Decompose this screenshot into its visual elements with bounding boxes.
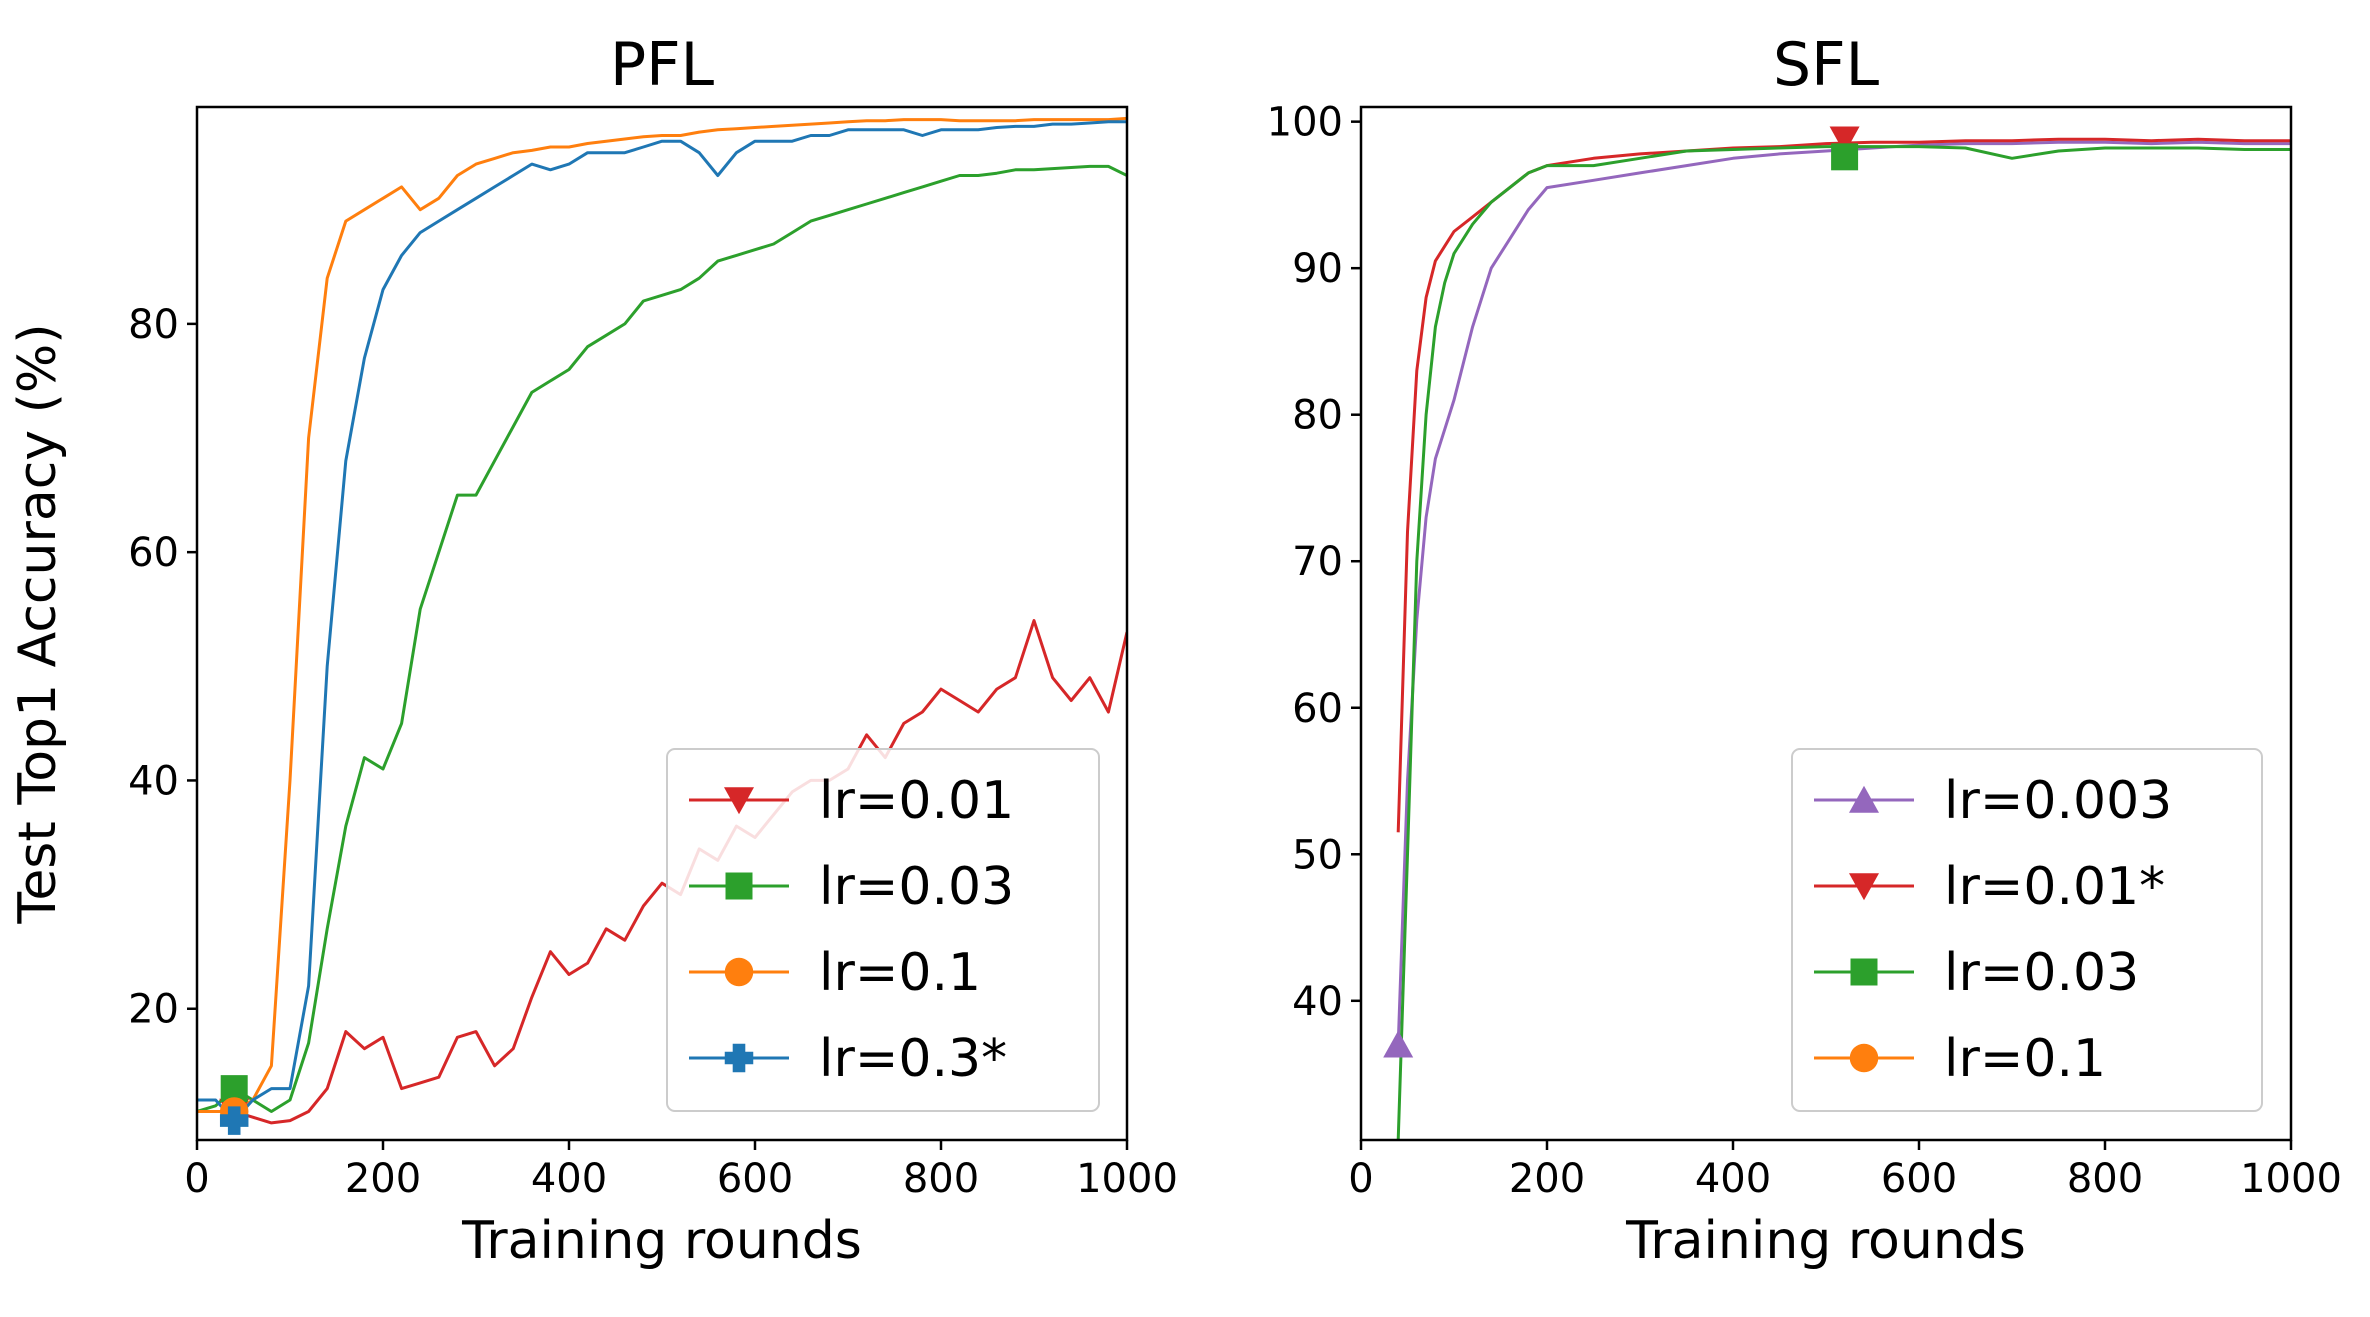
sfl-series-marker-1	[1829, 126, 1860, 154]
pfl-xtick-label-5: 1000	[1076, 1156, 1178, 1202]
sfl-series-line-0	[1396, 140, 2291, 1045]
pfl-legend-marker-2	[724, 957, 754, 987]
sfl-series-lines	[1396, 137, 2291, 1140]
pfl-series-line-2	[197, 116, 1127, 1113]
sfl-xtick-label-5: 1000	[2240, 1156, 2342, 1202]
pfl-xtick-label-4: 800	[903, 1156, 979, 1202]
sfl-ytick-label-2: 60	[1292, 686, 1343, 732]
sfl-series-line-2	[1396, 145, 2291, 1140]
pfl-legend: lr=0.01 lr=0.03 lr=0.1 lr=0.3*	[666, 748, 1100, 1112]
sfl-legend-label-0: lr=0.003	[1944, 771, 2172, 831]
sfl-ytick-label-1: 50	[1292, 832, 1343, 878]
sfl-legend-box	[1791, 748, 2263, 1112]
pfl-panel: 0 200 400 600 800 1000 20 40 60 80 PFL Training rou…	[8, 30, 1178, 1271]
sfl-ytick-label-0: 40	[1292, 979, 1343, 1025]
sfl-title: SFL	[1773, 30, 1880, 100]
sfl-panel: 0 200 400 600 800 1000 40 50 60 70 80 90 100 SFL Train…	[1267, 30, 2342, 1271]
pfl-ytick-label-1: 40	[128, 758, 179, 804]
sfl-xtick-label-3: 600	[1881, 1156, 1957, 1202]
pfl-legend-marker-0	[724, 787, 754, 815]
pfl-xlabel: Training rounds	[461, 1211, 862, 1271]
pfl-legend-marker-3	[724, 1043, 754, 1073]
sfl-xlabel: Training rounds	[1625, 1211, 2026, 1271]
pfl-legend-label-1: lr=0.03	[819, 857, 1014, 917]
pfl-series-line-3	[197, 120, 1127, 1123]
sfl-legend: lr=0.003 lr=0.01* lr=0.03 lr=0.1	[1791, 748, 2263, 1112]
pfl-legend-label-0: lr=0.01	[819, 771, 1014, 831]
pfl-legend-box	[666, 748, 1100, 1112]
pfl-ytick-label-2: 60	[128, 530, 179, 576]
sfl-ytick-label-4: 80	[1292, 393, 1343, 439]
sfl-axes-frame	[1359, 105, 2293, 1142]
sfl-ytick-label-3: 70	[1292, 539, 1343, 585]
pfl-xtick-label-0: 0	[184, 1156, 209, 1202]
sfl-series-marker-2	[1831, 143, 1859, 171]
pfl-series-line-0	[197, 619, 1127, 1125]
sfl-xtick-label-1: 200	[1509, 1156, 1585, 1202]
pfl-xtick-label-2: 400	[531, 1156, 607, 1202]
sfl-legend-marker-3	[1849, 1043, 1879, 1073]
pfl-series-lines	[197, 116, 1127, 1125]
pfl-legend-label-3: lr=0.3*	[819, 1029, 1007, 1089]
sfl-legend-label-1: lr=0.01*	[1944, 857, 2165, 917]
sfl-series-line-1	[1396, 137, 2291, 833]
sfl-legend-marker-0	[1849, 785, 1879, 813]
sfl-ytick-label-6: 100	[1267, 100, 1343, 146]
pfl-ylabel: Test Top1 Accuracy (%)	[8, 323, 68, 924]
sfl-legend-marker-1	[1849, 873, 1879, 901]
sfl-xtick-label-2: 400	[1695, 1156, 1771, 1202]
pfl-legend-marker-1	[725, 872, 753, 900]
pfl-legend-label-2: lr=0.1	[819, 943, 981, 1003]
pfl-title: PFL	[610, 30, 715, 100]
pfl-ytick-label-0: 20	[128, 987, 179, 1033]
pfl-xtick-label-1: 200	[345, 1156, 421, 1202]
pfl-series-marker-3	[219, 1106, 249, 1135]
sfl-legend-marker-2	[1850, 958, 1878, 986]
sfl-legend-label-2: lr=0.03	[1944, 943, 2139, 1003]
sfl-ytick-label-5: 90	[1292, 246, 1343, 292]
pfl-axes-frame	[195, 105, 1129, 1142]
pfl-xtick-label-3: 600	[717, 1156, 793, 1202]
sfl-xtick-label-0: 0	[1348, 1156, 1373, 1202]
pfl-ytick-label-3: 80	[128, 302, 179, 348]
pfl-series-line-1	[197, 164, 1127, 1113]
sfl-series-marker-0	[1383, 1030, 1414, 1058]
sfl-legend-label-3: lr=0.1	[1944, 1029, 2106, 1089]
sfl-xtick-label-4: 800	[2067, 1156, 2143, 1202]
